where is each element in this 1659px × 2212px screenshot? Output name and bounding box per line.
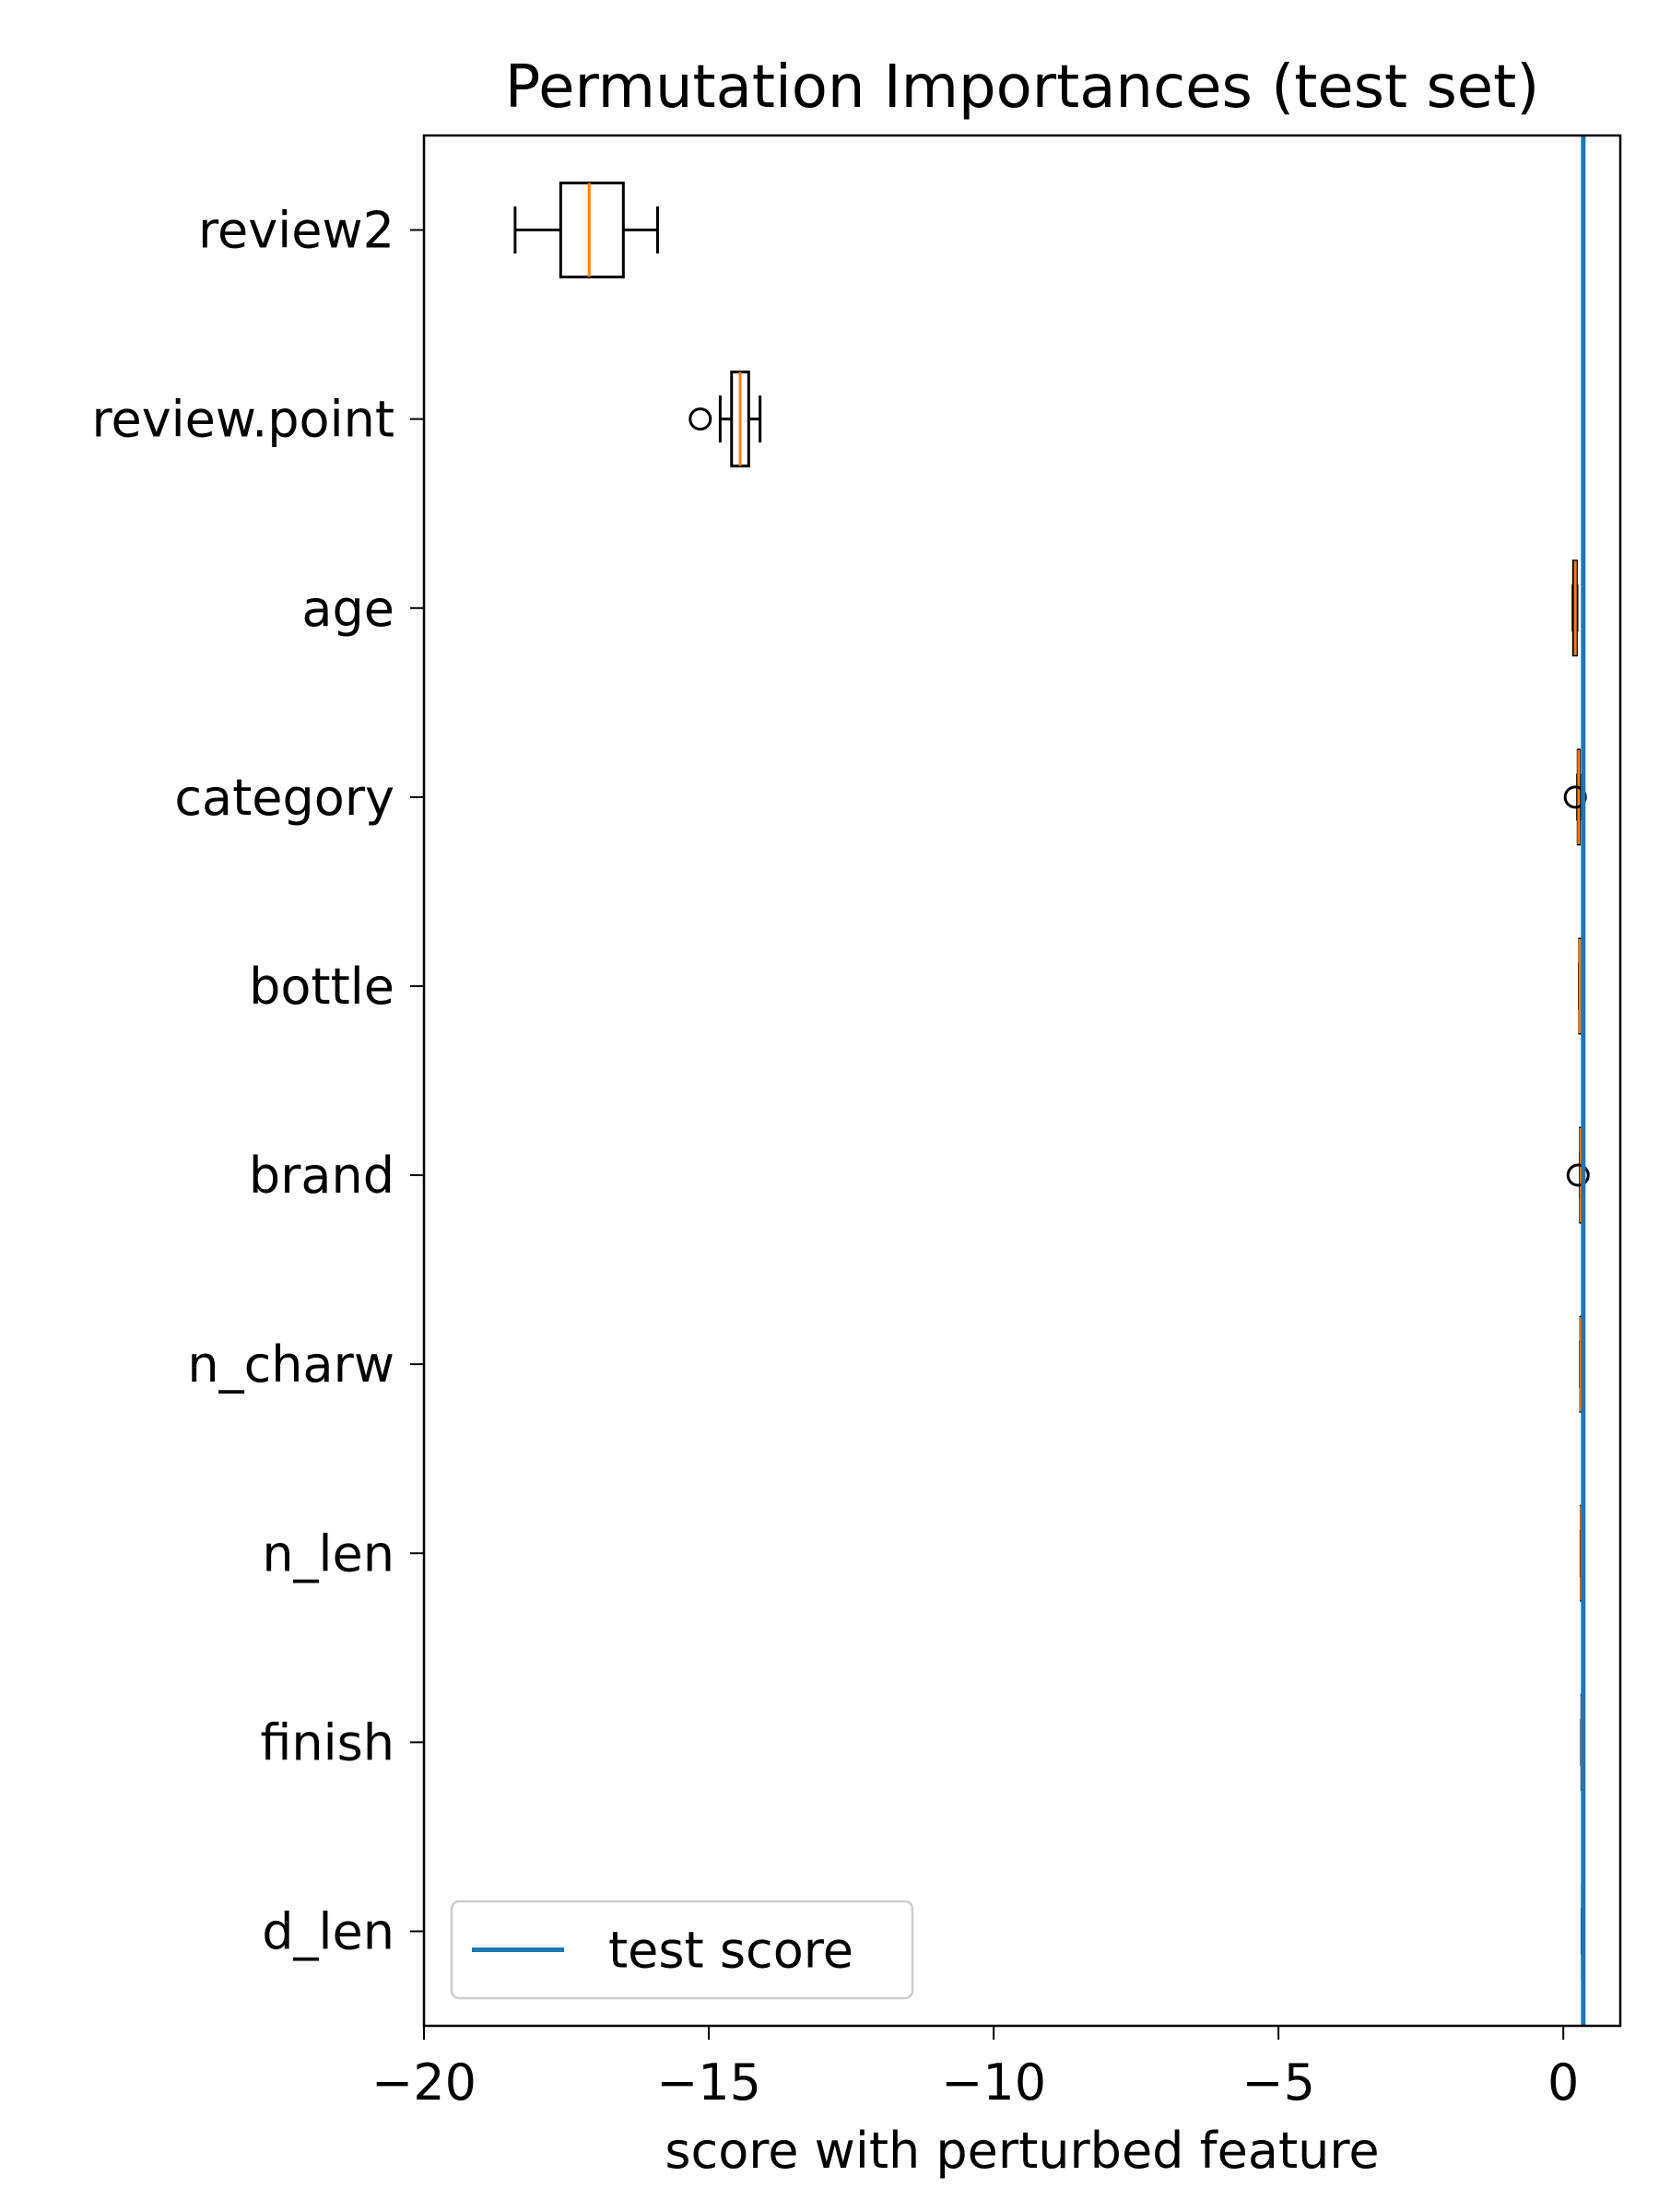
x-tick-label: −10 xyxy=(941,2053,1046,2112)
x-axis-label: score with perturbed feature xyxy=(665,2122,1379,2180)
y-tick-label: bottle xyxy=(249,958,394,1016)
x-tick-label: −5 xyxy=(1241,2053,1315,2112)
box-review.point xyxy=(688,371,762,468)
box-category xyxy=(1563,748,1587,846)
y-tick-label: review2 xyxy=(198,202,394,260)
box-age xyxy=(1571,559,1579,657)
chart-title: Permutation Importances (test set) xyxy=(505,53,1539,122)
y-tick-label: n_charw xyxy=(187,1335,394,1394)
y-tick-label: review.point xyxy=(91,391,394,449)
box-bottle xyxy=(1577,937,1583,1035)
y-tick-label: d_len xyxy=(262,1902,394,1960)
x-tick-label: −15 xyxy=(656,2053,761,2112)
legend-label: test score xyxy=(608,1922,853,1980)
y-tick-label: n_len xyxy=(262,1524,394,1583)
y-tick-label: brand xyxy=(249,1147,394,1205)
plot-area xyxy=(422,134,1622,2028)
flier-point xyxy=(1566,1163,1590,1187)
axis-ticks: review2 review.point age category bottle bran… xyxy=(91,202,1579,2112)
iqr-box xyxy=(559,182,625,279)
x-tick-label: 0 xyxy=(1547,2053,1579,2112)
legend-box xyxy=(450,1900,914,2000)
flier-point xyxy=(688,407,712,431)
legend: test score xyxy=(450,1900,914,2000)
y-tick-label: category xyxy=(174,769,394,827)
y-tick-label: finish xyxy=(260,1713,394,1771)
axes-frame xyxy=(422,134,1622,2028)
box-review2 xyxy=(513,182,659,279)
y-tick-label: age xyxy=(301,580,394,638)
x-tick-label: −20 xyxy=(371,2053,477,2112)
